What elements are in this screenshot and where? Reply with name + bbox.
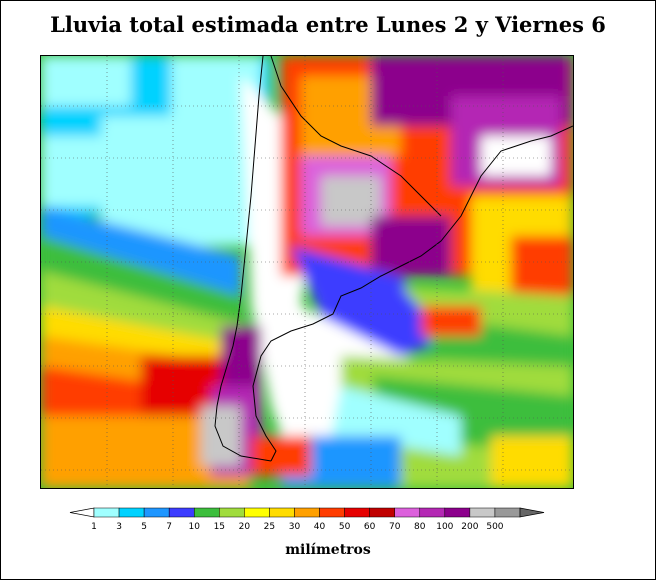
legend-tick-label: 200 — [461, 522, 478, 532]
legend-tick-label: 20 — [239, 522, 251, 532]
legend-swatch — [319, 507, 345, 518]
map-title: Lluvia total estimada entre Lunes 2 y Vi… — [50, 12, 606, 37]
legend-units: milímetros — [285, 542, 371, 558]
legend-swatch — [143, 507, 170, 518]
legend-tick-label: 3 — [116, 522, 122, 532]
legend-swatch — [494, 507, 521, 518]
color-legend: 1 3 5 7 10 15 20 25 30 40 50 60 70 80 100 200 500 — [0, 500, 656, 540]
grid-lines — [41, 56, 573, 488]
rain-field — [41, 56, 573, 488]
legend-tick-label: 100 — [436, 522, 453, 532]
legend-swatch — [193, 507, 220, 518]
legend-tick-label: 15 — [214, 522, 225, 532]
legend-swatch — [219, 507, 245, 518]
legend-bar: 1 3 5 7 10 15 20 25 30 40 50 60 70 80 100 200 500 — [69, 507, 545, 532]
legend-arrow-high — [519, 507, 545, 518]
legend-tick-label: 60 — [364, 522, 376, 532]
legend-tick-label: 7 — [166, 522, 172, 532]
coastline — [214, 56, 573, 462]
legend-swatch — [294, 507, 320, 518]
legend-tick-label: 25 — [264, 522, 275, 532]
legend-tick-label: 50 — [339, 522, 351, 532]
legend-swatch — [269, 507, 295, 518]
legend-swatch — [344, 507, 370, 518]
legend-swatch — [394, 507, 421, 518]
legend-arrow-low — [69, 507, 95, 518]
legend-tick-label: 1 — [91, 522, 97, 532]
legend-tick-label: 10 — [189, 522, 201, 532]
legend-tick-label: 5 — [141, 522, 147, 532]
legend-swatch — [93, 507, 120, 518]
legend-swatch — [369, 507, 395, 518]
legend-tick-label: 40 — [314, 522, 326, 532]
legend-tick-label: 30 — [289, 522, 301, 532]
legend-swatch — [244, 507, 270, 518]
legend-swatch — [419, 507, 446, 518]
map-canvas — [41, 56, 573, 488]
legend-swatch — [469, 507, 496, 518]
legend-tick-label: 500 — [486, 522, 503, 532]
legend-swatch — [118, 507, 145, 518]
precipitation-map — [40, 55, 574, 489]
legend-tick-label: 70 — [389, 522, 401, 532]
legend-swatch — [168, 507, 195, 518]
legend-tick-label: 80 — [414, 522, 426, 532]
legend-swatch — [444, 507, 471, 518]
